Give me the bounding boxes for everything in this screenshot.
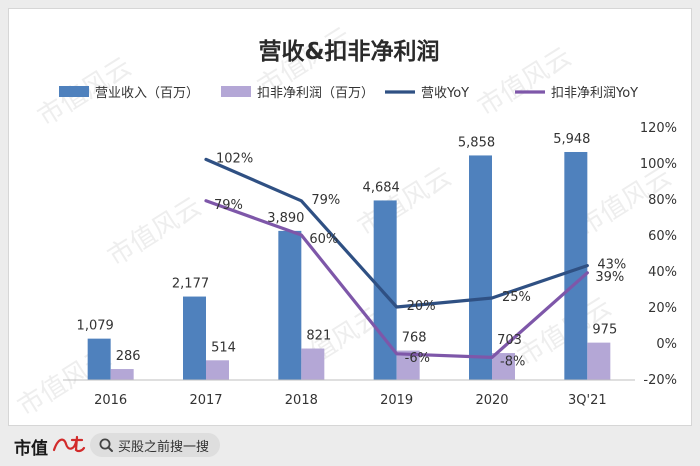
x-tick-label: 2019 — [380, 393, 413, 408]
line-value-label: -8% — [500, 354, 525, 369]
bar — [587, 342, 611, 380]
line-value-label: 79% — [311, 193, 340, 208]
legend-label: 营业收入（百万） — [95, 86, 199, 101]
line-value-label: 20% — [407, 299, 436, 314]
bar — [183, 296, 206, 380]
bar — [564, 151, 588, 380]
bar — [110, 369, 134, 380]
bar — [278, 230, 302, 380]
x-tick-label: 2020 — [475, 393, 508, 408]
chart-svg: 市值风云市值风云市值风云市值风云市值风云市值风云市值风云市值风云市值风云 营收&… — [13, 22, 677, 423]
bar — [301, 348, 325, 380]
line-value-label: 102% — [216, 151, 253, 166]
y-right-tick-label: 40% — [648, 265, 677, 280]
bar-value-label: 3,890 — [267, 211, 304, 226]
y-right-tick-label: -20% — [643, 373, 677, 388]
chart-area: 市值风云市值风云市值风云市值风云市值风云市值风云市值风云市值风云市值风云 营收&… — [8, 8, 692, 426]
bars — [87, 151, 611, 380]
line-series — [204, 157, 589, 359]
x-tick-label: 2018 — [285, 393, 318, 408]
y-right-tick-label: 60% — [648, 229, 677, 244]
bar-value-label: 768 — [402, 331, 427, 346]
x-axis-tick-labels: 2016 2017 2018 2019 2020 3Q'21 — [94, 393, 607, 408]
line-value-label: 39% — [595, 270, 624, 285]
bar-value-label: 5,948 — [553, 132, 590, 147]
y-right-tick-label: 120% — [640, 121, 677, 136]
line-value-label: 79% — [214, 198, 243, 213]
x-tick-label: 2016 — [94, 393, 127, 408]
bar — [373, 200, 397, 380]
search-icon — [99, 438, 113, 452]
x-tick-label: 2017 — [189, 393, 222, 408]
footer-bar: 市值 买股之前搜一搜 — [0, 428, 700, 466]
chart-title: 营收&扣非净利润 — [258, 38, 439, 65]
brand-name: 市值 — [14, 439, 48, 459]
bar-value-label: 975 — [592, 323, 617, 338]
bar-value-label: 703 — [497, 333, 522, 348]
legend-swatch — [221, 86, 251, 97]
watermark-text: 市值风云 — [473, 42, 577, 123]
data-labels: 1,079 2,177 3,890 4,684 5,858 5,948 286 514 821 7… — [77, 132, 627, 369]
bar — [206, 360, 229, 380]
y-right-tick-label: 0% — [656, 337, 677, 352]
legend-swatch — [59, 86, 89, 97]
y-right-tick-label: 100% — [640, 157, 677, 172]
y-right-tick-label: 20% — [648, 301, 677, 316]
bar-value-label: 5,858 — [458, 135, 495, 150]
brand-logo-icon — [52, 435, 86, 453]
line-value-label: -6% — [405, 351, 430, 366]
line-value-label: 43% — [597, 258, 626, 273]
bar — [396, 350, 420, 380]
bar — [492, 353, 515, 380]
search-placeholder: 买股之前搜一搜 — [118, 440, 210, 455]
y-right-tick-label: 80% — [648, 193, 677, 208]
bar — [87, 338, 111, 380]
search-box[interactable]: 买股之前搜一搜 — [90, 433, 220, 457]
bar-value-label: 514 — [211, 340, 236, 355]
y-right-axis-tick-labels: 120% 100% 80% 60% 40% 20% 0% -20% — [640, 121, 677, 388]
x-tick-label: 3Q'21 — [568, 393, 607, 408]
legend: 营业收入（百万） 扣非净利润（百万） 营收YoY 扣非净利润YoY — [59, 86, 638, 101]
watermark-text: 市值风云 — [103, 192, 207, 273]
legend-label: 营收YoY — [421, 86, 469, 101]
bar-value-label: 4,684 — [363, 180, 400, 195]
bar — [469, 155, 492, 380]
bar-value-label: 2,177 — [172, 277, 209, 292]
legend-label: 扣非净利润（百万） — [257, 86, 374, 101]
line-value-label: 60% — [309, 232, 338, 247]
watermark-text: 市值风云 — [353, 162, 457, 243]
bar-value-label: 286 — [116, 349, 141, 364]
bar-value-label: 1,079 — [77, 319, 114, 334]
bar-value-label: 821 — [306, 329, 331, 344]
legend-label: 扣非净利润YoY — [551, 86, 638, 101]
line-value-label: 25% — [502, 290, 531, 305]
